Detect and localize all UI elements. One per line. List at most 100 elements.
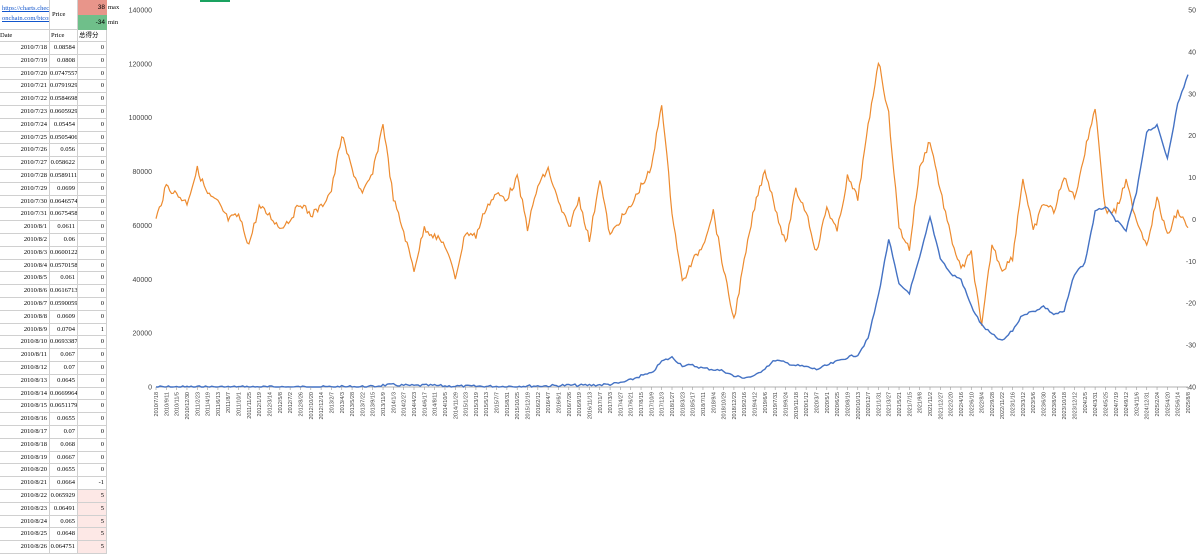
x-tick-label: 2014/8/11 <box>433 392 439 416</box>
x-tick-label: 2018/12/23 <box>732 392 738 420</box>
x-tick-label: 2016/9/19 <box>577 392 583 416</box>
price-line <box>156 74 1189 388</box>
row-price: 0.0667 <box>50 451 78 465</box>
x-tick-label: 2020/1/12 <box>804 392 810 416</box>
x-tick-label: 2019/11/18 <box>794 392 800 419</box>
row-score: 0 <box>78 80 107 94</box>
row-date: 2010/8/25 <box>0 528 50 542</box>
row-price: 0.0699 <box>50 182 78 196</box>
row-date: 2010/8/14 <box>0 387 50 401</box>
row-price: 0.0808 <box>50 54 78 68</box>
x-tick-label: 2010/9/11 <box>164 392 170 416</box>
price-label-cell: Price <box>50 0 78 30</box>
source-link-line-2[interactable]: onchain.com/btconc <box>2 15 50 22</box>
x-tick-label: 2011/2/23 <box>195 392 201 416</box>
x-tick-label: 2011/10/1 <box>237 392 243 416</box>
row-date: 2010/8/13 <box>0 374 50 388</box>
right-tick-label: -40 <box>1186 385 1196 392</box>
left-tick-label: 40000 <box>133 277 153 284</box>
row-price: 0.065 <box>50 515 78 529</box>
row-score: 0 <box>78 118 107 132</box>
x-tick-label: 2018/9/4 <box>711 392 717 413</box>
row-date: 2010/7/27 <box>0 157 50 170</box>
row-date: 2010/8/22 <box>0 490 50 503</box>
x-tick-label: 2016/6/1 <box>556 392 562 413</box>
row-score: 0 <box>78 221 107 234</box>
row-date: 2010/8/23 <box>0 502 50 516</box>
right-axis: -40 -30 -20 -10 0 10 20 30 40 50 <box>1186 8 1196 392</box>
right-tick-label: 20 <box>1188 133 1196 140</box>
row-date: 2010/8/18 <box>0 438 50 452</box>
x-tick-label: 2022/11/22 <box>1000 392 1006 419</box>
x-tick-label: 2016/7/26 <box>567 392 573 416</box>
row-price: 0.07 <box>50 362 78 375</box>
row-price: 0.0605929 <box>50 106 78 119</box>
row-score: 0 <box>78 208 107 222</box>
x-tick-label: 2015/8/31 <box>505 392 511 416</box>
x-tick-label: 2012/10/20 <box>309 392 315 420</box>
x-tick-label: 2012/1/19 <box>257 392 263 416</box>
x-tick-label: 2017/3/3 <box>608 392 614 413</box>
x-tick-label: 2025/8/8 <box>1186 392 1192 413</box>
x-tick-label: 2020/5/1 <box>825 392 831 413</box>
x-tick-label: 2014/2/27 <box>402 392 408 416</box>
row-price: 0.0655 <box>50 464 78 478</box>
x-tick-label: 2021/12/27 <box>938 392 944 420</box>
x-tick-label: 2024/5/25 <box>1103 392 1109 416</box>
row-price: 0.0645 <box>50 374 78 388</box>
x-tick-label: 2021/11/2 <box>928 392 934 416</box>
right-tick-label: -30 <box>1186 343 1196 350</box>
x-tick-label: 2017/1/7 <box>598 392 604 413</box>
left-tick-label: 0 <box>148 385 152 392</box>
x-tick-label: 2022/9/28 <box>990 392 996 416</box>
x-tick-label: 2010/12/30 <box>185 392 191 420</box>
row-score: 1 <box>78 323 107 337</box>
row-score: 5 <box>78 528 107 542</box>
x-tick-label: 2012/7/2 <box>288 392 294 413</box>
row-date: 2010/8/5 <box>0 272 50 286</box>
x-tick-label: 2011/4/19 <box>206 392 212 416</box>
x-tick-label: 2017/4/27 <box>618 392 624 416</box>
header-date: Date <box>0 30 50 42</box>
x-tick-label: 2017/8/15 <box>639 392 645 416</box>
row-price: 0.0648 <box>50 528 78 542</box>
row-score: 0 <box>78 157 107 170</box>
x-tick-label: 2021/1/31 <box>876 392 882 416</box>
x-tick-label: 2023/6/30 <box>1042 392 1048 416</box>
row-price: 0.0646574 <box>50 195 78 209</box>
row-price: 0.067 <box>50 349 78 362</box>
row-score: 0 <box>78 131 107 145</box>
x-tick-label: 2016/4/7 <box>546 392 552 413</box>
x-tick-label: 2013/5/28 <box>350 392 356 416</box>
x-tick-label: 2012/3/14 <box>268 392 274 416</box>
row-score: 0 <box>78 374 107 388</box>
x-tick-label: 2015/5/13 <box>484 392 490 416</box>
row-date: 2010/8/21 <box>0 477 50 490</box>
x-tick-label: 2021/7/15 <box>907 392 913 416</box>
row-date: 2010/8/15 <box>0 400 50 414</box>
x-tick-label: 2018/7/11 <box>701 392 707 416</box>
max-value-cell: 38 <box>78 0 107 15</box>
right-tick-label: 40 <box>1188 49 1196 56</box>
source-link-line-1[interactable]: https://charts.check <box>2 5 50 12</box>
row-date: 2010/7/30 <box>0 195 50 209</box>
row-date: 2010/8/10 <box>0 336 50 350</box>
right-tick-label: 50 <box>1188 8 1196 15</box>
left-tick-label: 80000 <box>133 169 153 176</box>
x-tick-label: 2015/7/7 <box>495 392 501 413</box>
row-date: 2010/8/20 <box>0 464 50 478</box>
row-price: 0.0589111 <box>50 170 78 183</box>
x-tick-label: 2024/12/31 <box>1145 392 1151 420</box>
left-axis: 0 20000 40000 60000 80000 100000 120000 140000 <box>129 8 152 392</box>
chart-area: 020000400006000080000100000120000140000 … <box>129 0 1196 420</box>
row-date: 2010/7/29 <box>0 182 50 196</box>
row-date: 2010/7/21 <box>0 80 50 94</box>
selection-indicator <box>200 0 230 2</box>
row-date: 2010/7/25 <box>0 131 50 145</box>
x-tick-label: 2019/4/12 <box>753 392 759 416</box>
x-tick-label: 2020/3/7 <box>814 392 820 413</box>
source-link[interactable]: https://charts.check onchain.com/btconc <box>0 0 50 30</box>
row-score: 0 <box>78 182 107 196</box>
row-price: 0.0590059 <box>50 298 78 311</box>
row-price: 0.0704 <box>50 323 78 337</box>
